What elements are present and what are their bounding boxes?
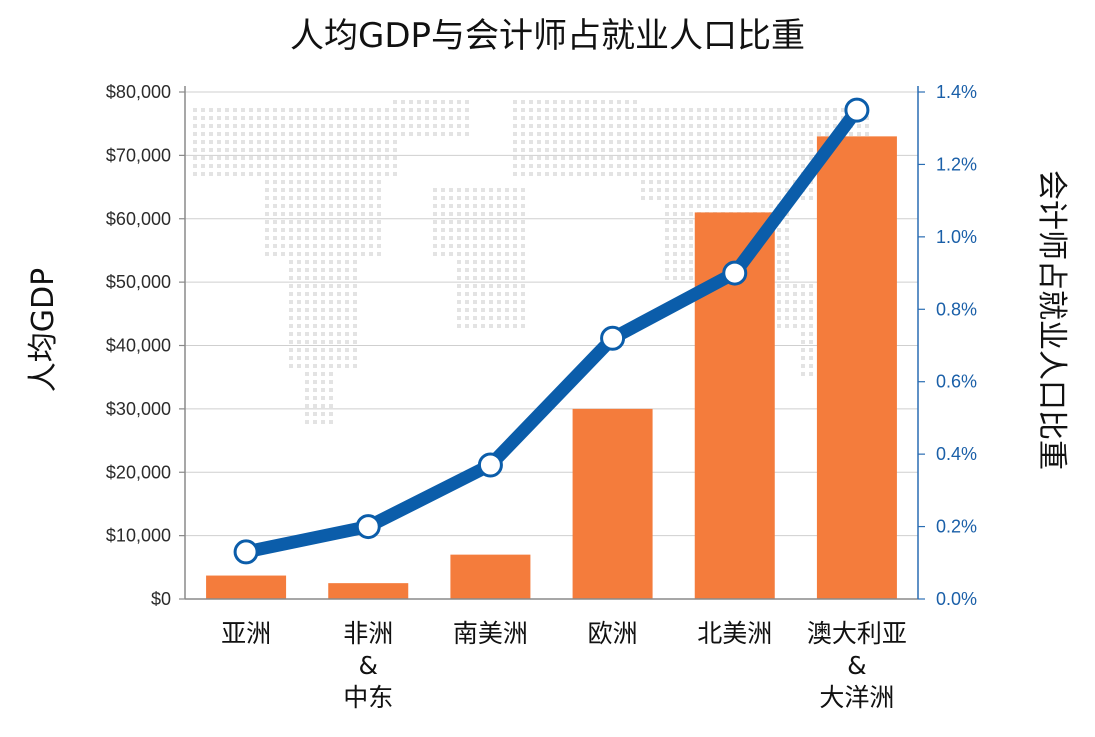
y-tick-label-right: 0.4% — [936, 444, 977, 464]
y-tick-label-right: 0.6% — [936, 372, 977, 392]
accountant-share-line — [233, 97, 870, 565]
x-tick-label: 亚洲 — [221, 619, 272, 648]
y-tick-label-right: 0.0% — [936, 589, 977, 609]
y-tick-label-left: $20,000 — [106, 462, 171, 482]
x-tick-label: 澳大利亚 & 大洋洲 — [806, 619, 907, 712]
x-tick-label: 北美洲 — [697, 619, 773, 648]
gdp-bar — [206, 575, 287, 599]
world-map-background — [193, 100, 877, 424]
line-point — [233, 539, 259, 565]
line-point — [722, 260, 748, 286]
line-point — [844, 97, 870, 123]
y-tick-label-right: 1.0% — [936, 227, 977, 247]
y-tick-label-left: $40,000 — [106, 336, 171, 356]
world-map-dots — [193, 100, 877, 424]
accountant-share-line-path — [239, 103, 864, 559]
y-tick-label-right: 1.4% — [936, 82, 977, 102]
x-tick-label: 非洲 & 中东 — [343, 619, 394, 712]
x-tick-label: 南美洲 — [452, 619, 528, 648]
x-tick-label: 欧洲 — [587, 619, 638, 648]
y-tick-label-left: $60,000 — [106, 209, 171, 229]
y-tick-label-right: 1.2% — [936, 154, 977, 174]
y-tick-label-left: $10,000 — [106, 526, 171, 546]
line-point — [600, 325, 626, 351]
gdp-bar — [450, 554, 531, 599]
y-tick-label-left: $50,000 — [106, 272, 171, 292]
y-tick-label-right: 0.2% — [936, 517, 977, 537]
y-tick-label-right: 0.8% — [936, 299, 977, 319]
axes: $0 $10,000 $20,000 $30,000 $40,000 $50,000 $60… — [106, 82, 977, 609]
y-tick-label-left: $80,000 — [106, 82, 171, 102]
gdp-bar — [572, 408, 653, 599]
line-point — [477, 452, 503, 478]
y-tick-label-left: $70,000 — [106, 145, 171, 165]
gdp-bar — [328, 583, 409, 599]
line-point — [355, 514, 381, 540]
y-tick-label-left: $30,000 — [106, 399, 171, 419]
chart-title: 人均GDP与会计师占就业人口比重 — [289, 16, 806, 56]
y-tick-label-left: $0 — [151, 589, 171, 609]
gdp-bar — [816, 136, 897, 600]
